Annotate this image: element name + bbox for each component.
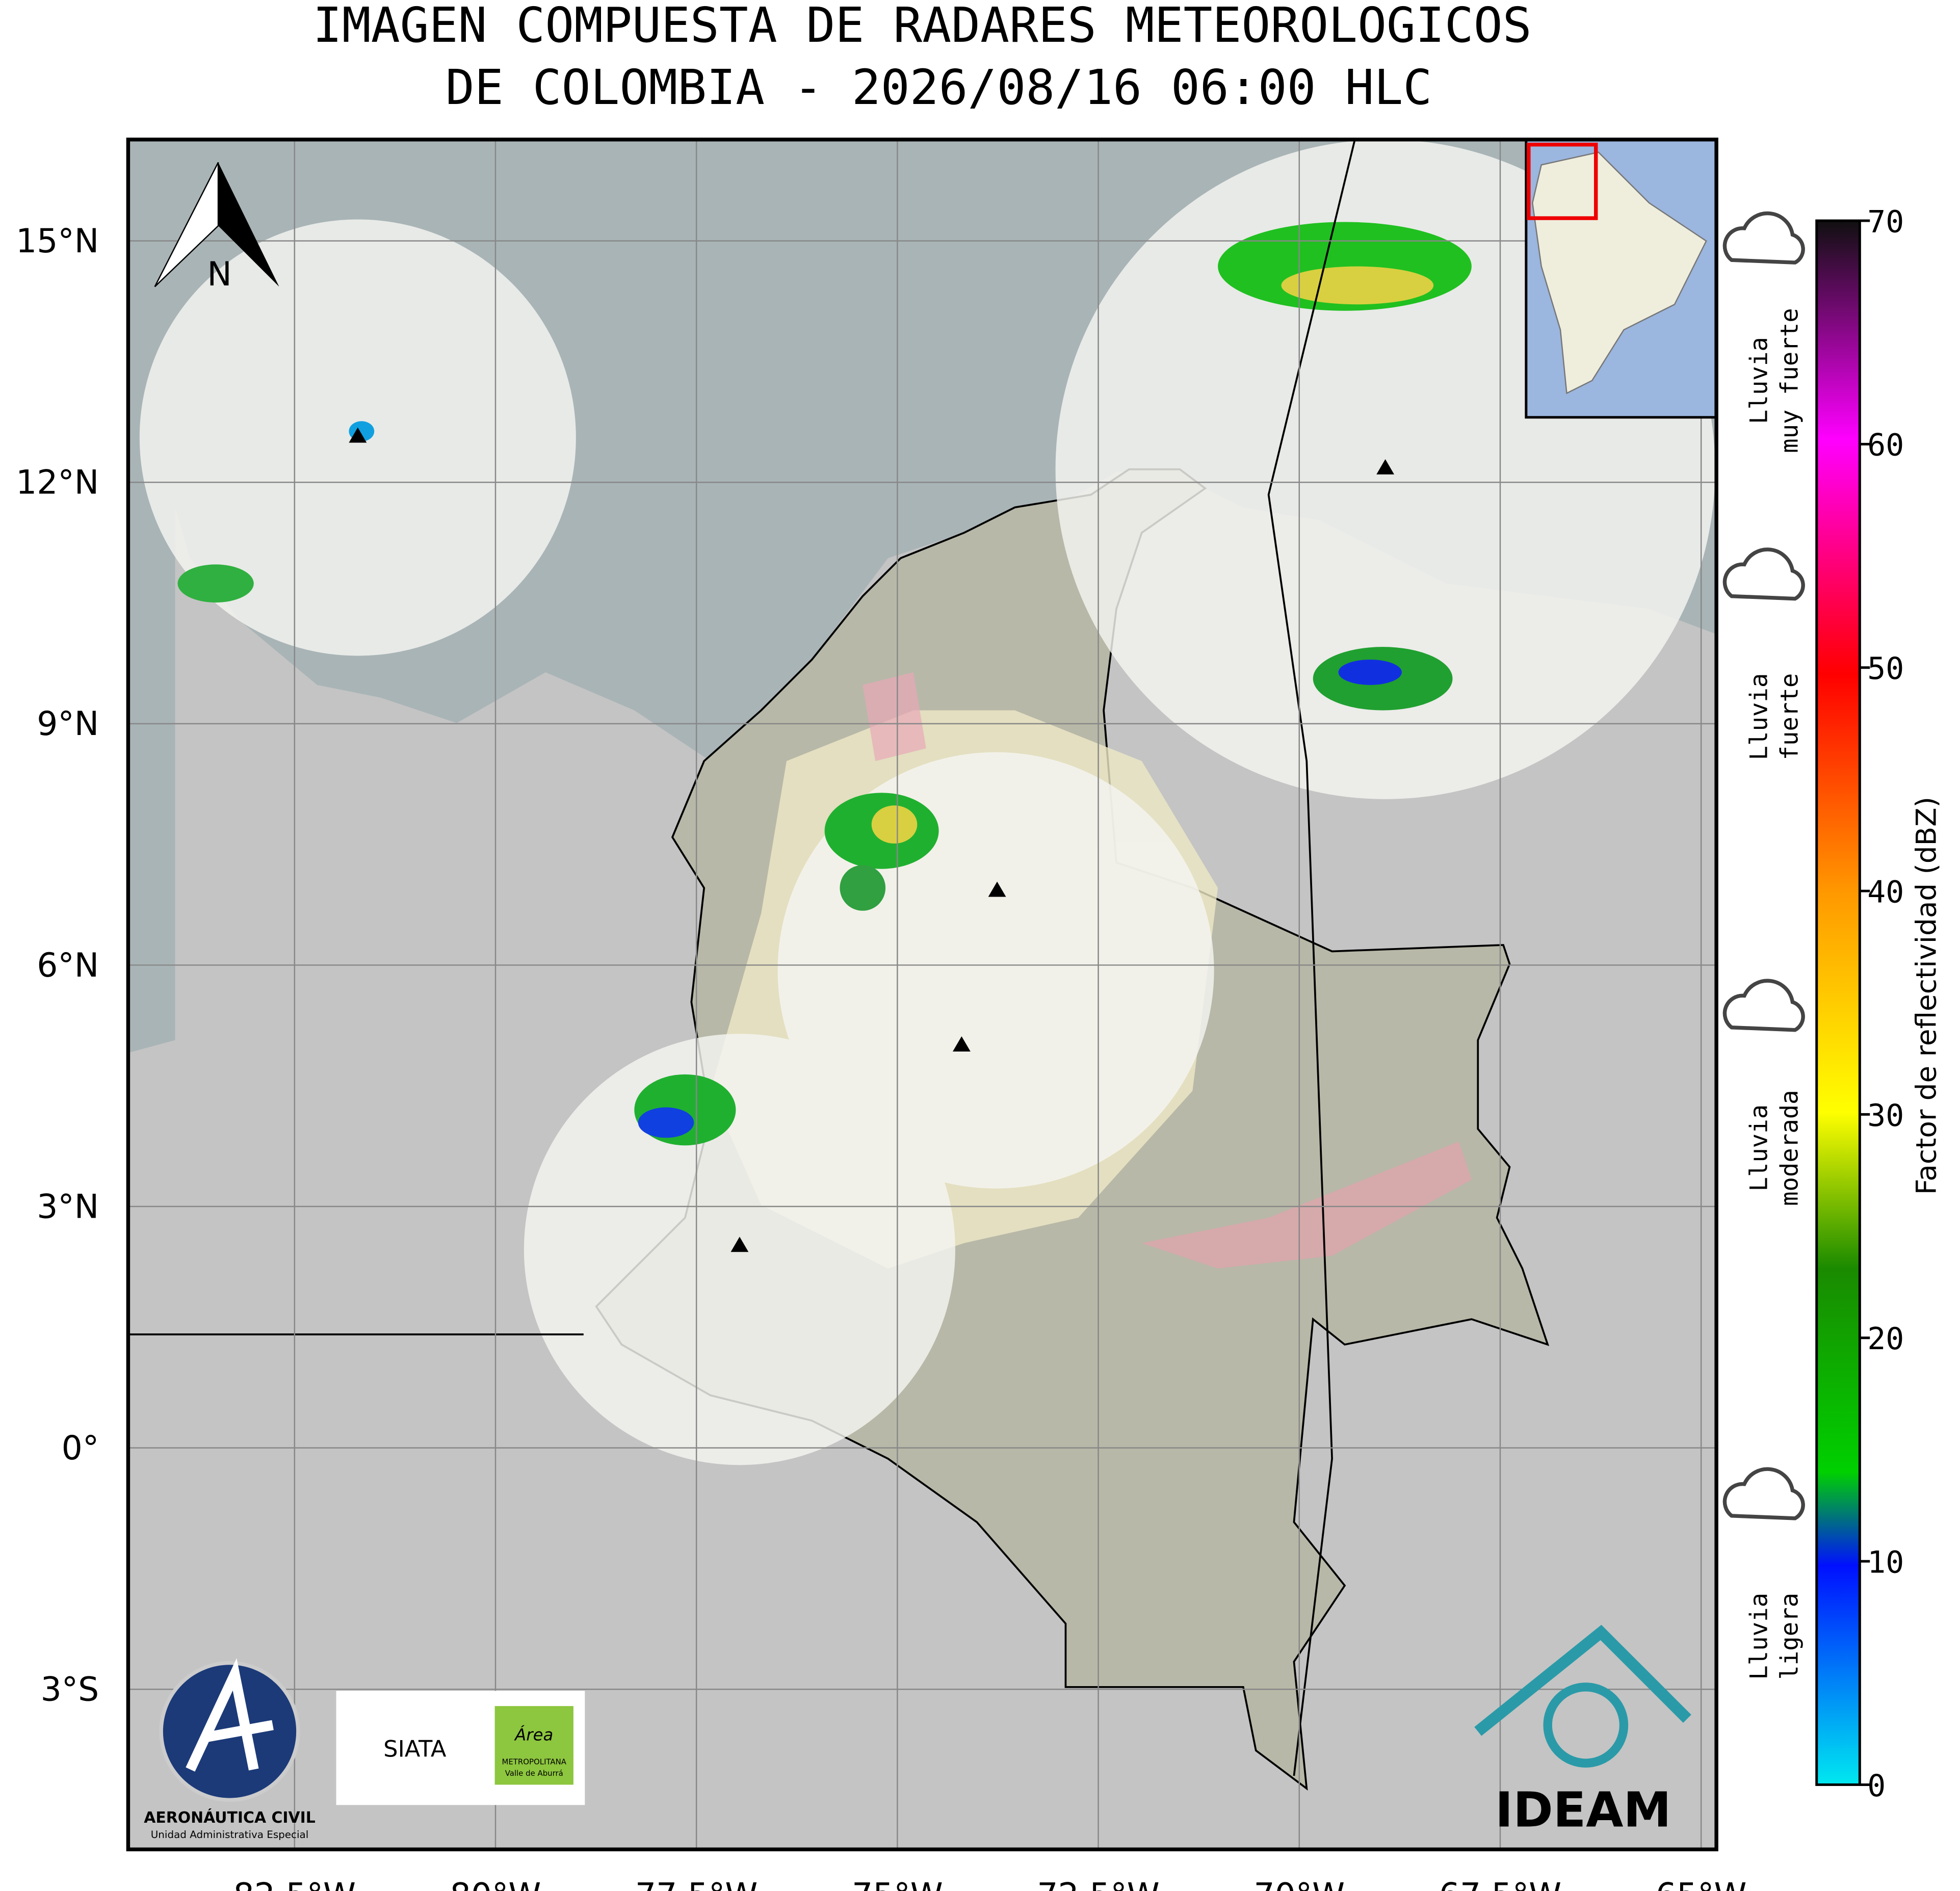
rain-icon (1722, 979, 1805, 1032)
colorbar-tick-label: 60 (1867, 428, 1904, 463)
radar-echoes (177, 222, 1472, 1146)
rain-legend-label: fuerte (1775, 673, 1804, 760)
logo-text: IDEAM (1495, 1782, 1671, 1839)
map-frame (126, 138, 1718, 1852)
colorbar-tick-label: 10 (1867, 1545, 1904, 1581)
north-arrow: N (154, 162, 279, 294)
rain-legend-label: Lluvia (1745, 1593, 1773, 1680)
logo-siata: SIATA Área METROPOLITANA Valle de Aburrá (336, 1691, 585, 1805)
y-tick-label: 12°N (16, 464, 99, 502)
radar-site (349, 427, 1395, 1252)
colorbar-tick-label: 20 (1867, 1322, 1904, 1357)
colorbar-tick-label: 30 (1867, 1098, 1904, 1134)
logo-text: Valle de Aburrá (505, 1769, 563, 1778)
colorbar-tick-label: 50 (1867, 651, 1904, 687)
x-tick-label: 75°W (852, 1876, 943, 1891)
x-tick-label: 65°W (1656, 1876, 1747, 1891)
y-tick-label: 3°N (37, 1188, 99, 1226)
title: IMAGEN COMPUESTA DE RADARES METEOROLOGIC… (313, 0, 1532, 54)
colorbar-tick-label: 40 (1867, 875, 1904, 910)
logo-text: METROPOLITANA (502, 1757, 566, 1767)
map (128, 139, 1717, 1850)
colorbar-tick-label: 0 (1867, 1769, 1886, 1804)
logo-aeronautica: AERONÁUTICA CIVIL Unidad Administrativa … (144, 1658, 316, 1841)
logo-text: SIATA (383, 1736, 447, 1763)
y-tick-label: 0° (62, 1429, 99, 1467)
x-tick-label: 80°W (450, 1876, 541, 1891)
rain-legend-label: Lluvia (1745, 673, 1773, 760)
logo-text: AERONÁUTICA CIVIL (144, 1808, 315, 1827)
x-tick-label: 82.5°W (233, 1876, 356, 1891)
logo-text: Área (514, 1725, 553, 1744)
logo-ideam: IDEAM (1474, 1624, 1691, 1839)
x-tick-label: 72.5°W (1037, 1876, 1159, 1891)
title: DE COLOMBIA - 2026/08/16 06:00 HLC (446, 60, 1432, 116)
y-tick-label: 9°N (37, 705, 99, 743)
colorbar-tick-label: 70 (1867, 204, 1904, 240)
x-tick-label: 70°W (1253, 1876, 1345, 1891)
colorbar (1815, 219, 1861, 1786)
rain-icon (1722, 211, 1805, 265)
y-tick-label: 15°N (16, 222, 99, 260)
rain-icon (1722, 1467, 1805, 1520)
rain-legend-label: Lluvia (1745, 1105, 1773, 1192)
rain-legend-label: ligera (1775, 1593, 1804, 1680)
y-tick-label: 6°N (37, 947, 99, 985)
inset-map (1525, 139, 1717, 419)
x-tick-label: 67.5°W (1439, 1876, 1561, 1891)
north-label: N (207, 255, 231, 294)
rain-legend-label: Lluvia (1745, 337, 1773, 424)
x-tick-label: 77.5°W (635, 1876, 757, 1891)
rain-legend-label: muy fuerte (1775, 308, 1804, 453)
colorbar-label: Factor de reflectividad (dBZ) (1910, 797, 1943, 1195)
logo-text: Unidad Administrativa Especial (151, 1829, 308, 1841)
rain-legend-label: moderada (1775, 1090, 1804, 1206)
rain-icon (1722, 547, 1805, 601)
y-tick-label: 3°S (41, 1671, 99, 1709)
